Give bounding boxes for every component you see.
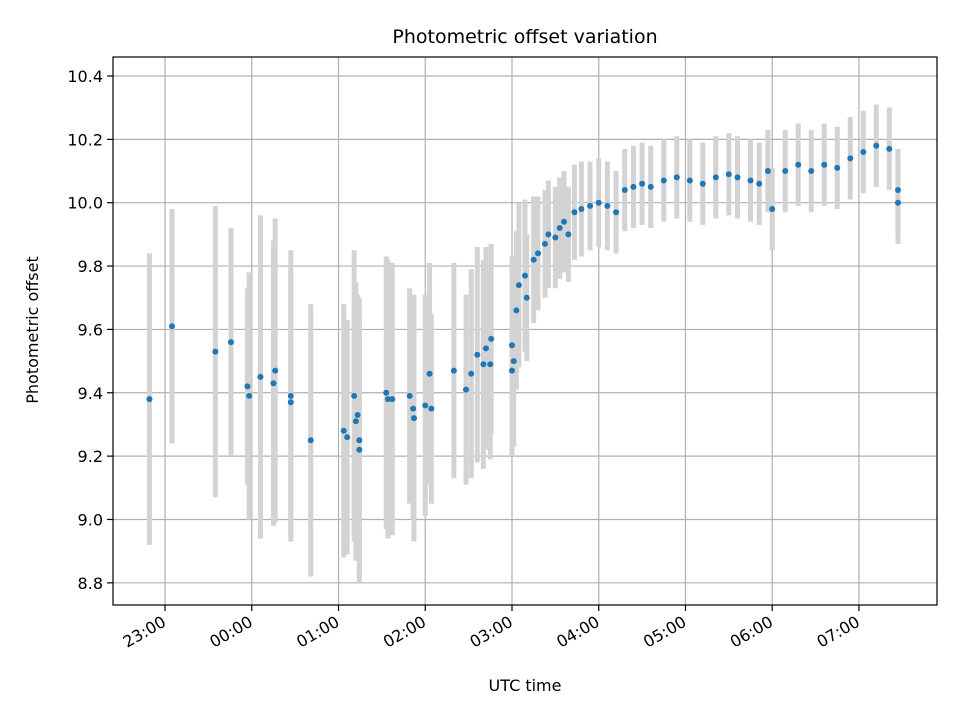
data-point [769, 206, 776, 213]
data-point [734, 174, 741, 181]
data-point [578, 206, 585, 213]
data-point [168, 323, 175, 330]
data-point [468, 370, 475, 377]
data-point [244, 383, 251, 390]
data-point [428, 405, 435, 412]
data-point [356, 437, 363, 444]
data-point [712, 174, 719, 181]
data-point [660, 177, 667, 184]
data-point [795, 161, 802, 168]
data-point [307, 437, 314, 444]
data-point [410, 405, 417, 412]
y-tick-label: 8.8 [78, 574, 103, 593]
data-point [530, 256, 537, 263]
data-point [552, 234, 559, 241]
data-point [604, 202, 611, 209]
data-point [847, 155, 854, 162]
data-point [287, 392, 294, 399]
data-point [246, 392, 253, 399]
data-point [351, 392, 358, 399]
y-tick-label: 9.4 [78, 384, 103, 403]
data-point [287, 399, 294, 406]
data-point [686, 177, 693, 184]
data-point [561, 218, 568, 225]
data-point [522, 272, 528, 279]
data-point [894, 187, 901, 194]
y-tick-label: 9.6 [78, 320, 103, 339]
data-point [426, 370, 433, 377]
data-point [545, 231, 552, 238]
data-point [565, 231, 572, 238]
data-point [508, 367, 515, 374]
data-point [747, 177, 754, 184]
data-point [699, 180, 706, 187]
plot-frame [112, 56, 938, 606]
data-point [894, 199, 901, 206]
data-point [613, 209, 620, 216]
data-point [621, 187, 628, 194]
y-axis-ticks: 8.8 9.0 9.2 9.4 9.6 9.8 10.0 10.2 10.4 [67, 67, 113, 593]
y-tick-label: 9.0 [78, 510, 103, 529]
data-point [410, 415, 417, 422]
x-axis-label: UTC time [489, 676, 562, 695]
data-point [352, 418, 359, 425]
data-point [647, 183, 654, 190]
data-point [571, 209, 578, 216]
data-point [384, 396, 391, 403]
data-point [508, 342, 515, 349]
data-point [523, 294, 530, 301]
data-point [873, 142, 880, 149]
data-point [354, 411, 361, 418]
y-tick-label: 10.0 [67, 194, 103, 213]
data-point [356, 446, 363, 453]
data-point [257, 373, 264, 380]
data-point [227, 339, 234, 346]
data-point [725, 171, 732, 178]
data-point [474, 351, 481, 358]
data-point [595, 199, 602, 206]
data-point [344, 434, 351, 441]
data-point [515, 282, 522, 289]
data-point [146, 396, 153, 403]
y-tick-label: 9.2 [78, 447, 103, 466]
chart-title: Photometric offset variation [392, 26, 657, 48]
data-point [212, 348, 219, 355]
data-point [510, 358, 517, 365]
y-tick-label: 9.8 [78, 257, 103, 276]
y-tick-label: 10.4 [67, 67, 103, 86]
data-point [808, 168, 815, 175]
data-point [782, 168, 789, 175]
data-point [860, 149, 867, 156]
data-point [488, 335, 495, 342]
data-point [487, 361, 494, 368]
data-point [272, 367, 279, 374]
data-point [406, 392, 413, 399]
data-point [756, 180, 763, 187]
data-points [146, 142, 901, 453]
data-point [764, 168, 771, 175]
data-point [482, 345, 489, 352]
data-point [630, 183, 637, 190]
data-point [535, 250, 542, 257]
data-point [541, 240, 548, 247]
y-axis-label: Photometric offset [23, 256, 42, 404]
data-point [673, 174, 680, 181]
data-point [450, 367, 457, 374]
data-point [383, 389, 390, 396]
data-point [463, 386, 470, 393]
data-point [389, 396, 396, 403]
data-point [834, 164, 841, 171]
data-point [480, 361, 487, 368]
data-point [886, 145, 893, 152]
data-point [556, 225, 563, 232]
data-point [513, 307, 520, 314]
data-point [821, 161, 828, 168]
y-tick-label: 10.2 [67, 130, 103, 149]
data-point [270, 380, 277, 387]
data-point [340, 427, 347, 434]
data-point [422, 402, 429, 409]
data-point [587, 202, 594, 209]
data-point [639, 180, 646, 187]
